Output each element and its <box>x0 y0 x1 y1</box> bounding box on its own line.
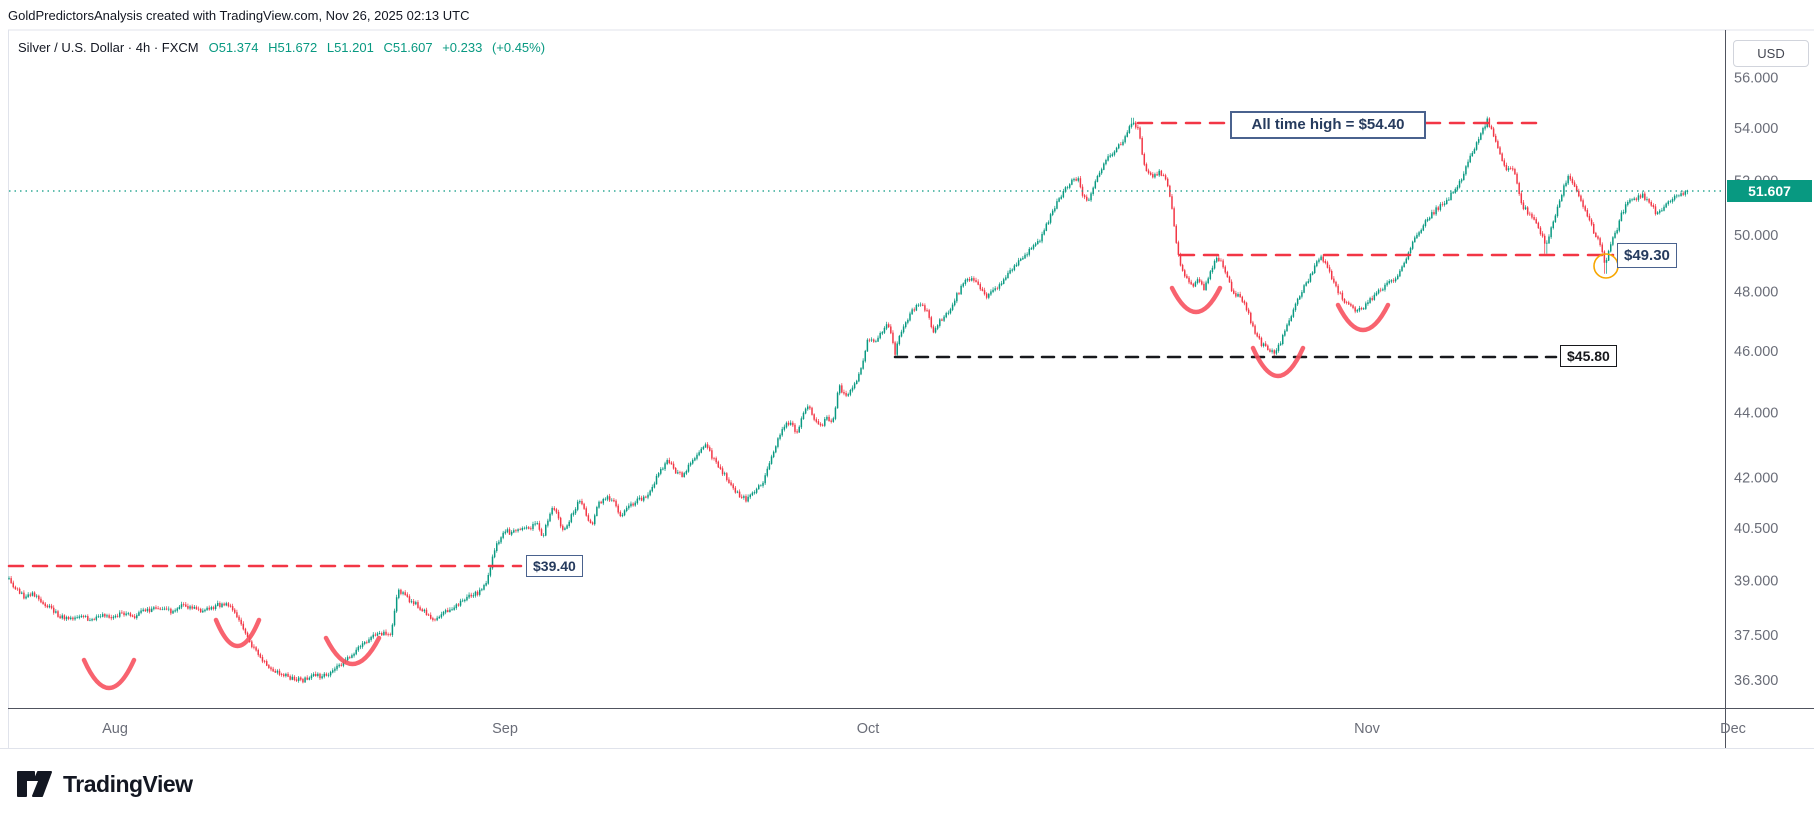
candlestick-series <box>8 116 1689 684</box>
price-tick-label: 44.000 <box>1734 406 1778 422</box>
price-tick-label: 39.000 <box>1734 573 1778 589</box>
price-tick-label: 42.000 <box>1734 470 1778 486</box>
price-tick-label: 56.000 <box>1734 70 1778 86</box>
support-arc-5 <box>1250 345 1306 379</box>
support-arc-1 <box>81 657 137 691</box>
chart-frame <box>0 29 1814 749</box>
level-39-40-label[interactable]: $39.40 <box>526 555 583 577</box>
price-tick-label: 40.500 <box>1734 521 1778 537</box>
ohlc-values: O51.374 H51.672 L51.201 C51.607 +0.233 (… <box>208 40 546 55</box>
price-tick-label: 54.000 <box>1734 121 1778 137</box>
support-arc-4 <box>1169 285 1223 315</box>
retest-highlight-circle <box>1593 253 1619 279</box>
symbol-title[interactable]: Silver / U.S. Dollar · 4h · FXCM <box>18 40 199 55</box>
time-tick-label-sep: Sep <box>492 721 518 737</box>
price-tick-label: 50.000 <box>1734 228 1778 244</box>
time-tick-label-dec: Dec <box>1720 721 1746 737</box>
support-arc-2 <box>213 617 262 649</box>
tradingview-logo[interactable]: TradingView <box>16 770 193 799</box>
time-tick-label-aug: Aug <box>102 721 128 737</box>
chart-legend[interactable]: Silver / U.S. Dollar · 4h · FXCM O51.374 … <box>18 40 545 55</box>
price-tick-label: 48.000 <box>1734 285 1778 301</box>
price-tick-label: 46.000 <box>1734 344 1778 360</box>
price-tick-label: 36.300 <box>1734 673 1778 689</box>
tradingview-logo-icon <box>17 771 52 797</box>
red-arc-annotations[interactable] <box>81 253 1619 691</box>
down-candle-wicks <box>10 117 1684 684</box>
all-time-high-label[interactable]: All time high = $54.40 <box>1230 111 1426 139</box>
time-tick-label-oct: Oct <box>857 721 880 737</box>
level-49-30-label[interactable]: $49.30 <box>1617 243 1677 268</box>
support-arc-6 <box>1335 302 1391 333</box>
down-candle-bodies <box>10 118 1684 683</box>
up-candle-bodies <box>8 118 1689 683</box>
time-tick-label-nov: Nov <box>1354 721 1381 737</box>
price-tick-label: 37.500 <box>1734 628 1778 644</box>
last-price-badge: 51.607 <box>1727 180 1812 202</box>
up-candle-wicks <box>8 116 1688 683</box>
support-arc-3 <box>323 635 382 667</box>
tradingview-logo-text: TradingView <box>63 771 193 797</box>
page-title: GoldPredictorsAnalysis created with Trad… <box>8 8 470 23</box>
currency-selector: USD <box>1733 40 1809 67</box>
level-45-80-label[interactable]: $45.80 <box>1560 345 1617 367</box>
axis-labels[interactable]: 56.00054.00052.00050.00048.00046.00044.0… <box>102 70 1778 737</box>
price-level-lines[interactable] <box>7 121 1725 568</box>
